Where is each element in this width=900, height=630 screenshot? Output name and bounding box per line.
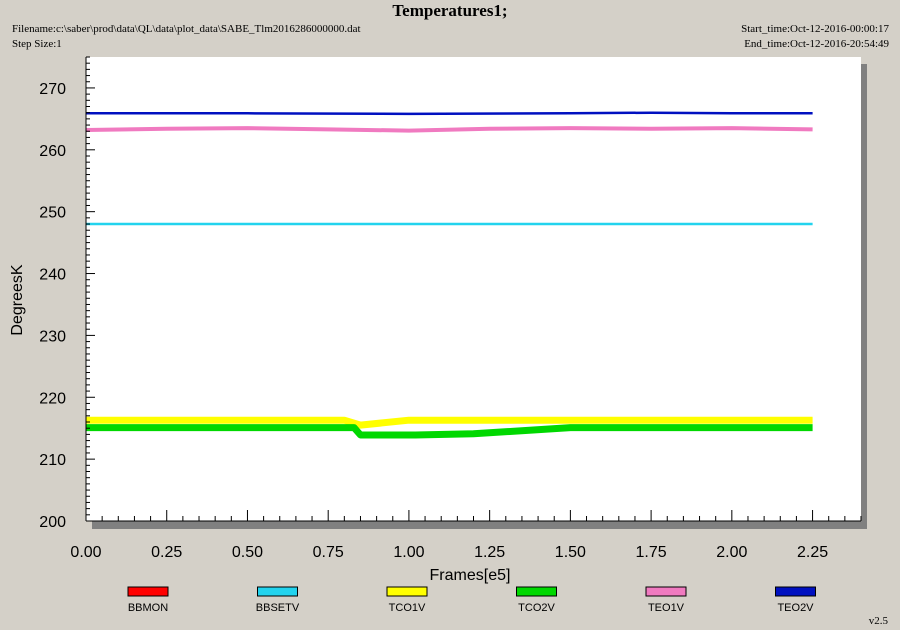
x-axis-title: Frames[e5] xyxy=(430,567,511,584)
y-axis-title: DegreesK xyxy=(9,264,26,335)
y-tick-label: 250 xyxy=(39,205,66,222)
legend-swatch xyxy=(386,586,428,597)
x-tick-label: 2.00 xyxy=(716,544,747,561)
chart-title: Temperatures1; xyxy=(392,1,508,20)
y-tick-label: 220 xyxy=(39,390,66,407)
legend-label: TCO1V xyxy=(389,602,426,614)
x-tick-label: 1.50 xyxy=(555,544,586,561)
series-line-teo2v xyxy=(86,111,813,116)
y-tick-label: 230 xyxy=(39,328,66,345)
filename-text: Filename:c:\saber\prod\data\QL\data\plot… xyxy=(12,23,361,35)
y-tick-label: 270 xyxy=(39,81,66,98)
legend-item-bbsetv: BBSETV xyxy=(256,586,300,614)
y-tick-label: 210 xyxy=(39,452,66,469)
start-time-text: Start_time:Oct-12-2016-00:00:17 xyxy=(741,23,889,35)
x-tick-label: 0.00 xyxy=(70,544,101,561)
legend-swatch xyxy=(645,586,687,597)
step-size-text: Step Size:1 xyxy=(12,38,62,50)
legend-item-teo1v: TEO1V xyxy=(645,586,687,614)
legend: BBMON BBSETV TCO1V TCO2V TEO1V TEO2V xyxy=(127,586,816,614)
legend-swatch xyxy=(127,586,169,597)
y-tick-label: 200 xyxy=(39,514,66,531)
series-line-teo1v xyxy=(85,126,813,133)
series-layer xyxy=(85,111,813,439)
x-tick-label: 1.00 xyxy=(393,544,424,561)
x-tick-label: 2.25 xyxy=(797,544,828,561)
legend-label: TEO1V xyxy=(648,602,685,614)
version-label: v2.5 xyxy=(868,615,888,627)
legend-item-bbmon: BBMON xyxy=(127,586,169,614)
end-time-text: End_time:Oct-12-2016-20:54:49 xyxy=(744,38,889,50)
x-tick-label: 1.75 xyxy=(636,544,667,561)
y-tick-label: 240 xyxy=(39,267,66,284)
legend-label: TCO2V xyxy=(518,602,555,614)
series-line-tco2v xyxy=(86,424,813,439)
legend-label: BBSETV xyxy=(256,602,300,614)
plot-area xyxy=(86,57,861,521)
legend-label: TEO2V xyxy=(777,602,814,614)
series-line-tco1v xyxy=(86,416,813,429)
y-tick-label: 260 xyxy=(39,143,66,160)
legend-swatch xyxy=(775,586,816,597)
axis-layer: 200 210 220 230 240 250 260 270 0.00 0.25 0.50 0.75… xyxy=(39,56,862,561)
legend-swatch xyxy=(257,586,298,597)
legend-label: BBMON xyxy=(128,602,168,614)
legend-item-tco2v: TCO2V xyxy=(516,586,557,614)
x-tick-label: 0.50 xyxy=(232,544,263,561)
x-tick-label: 1.25 xyxy=(474,544,505,561)
legend-item-tco1v: TCO1V xyxy=(386,586,428,614)
x-tick-label: 0.75 xyxy=(313,544,344,561)
legend-swatch xyxy=(516,586,557,597)
x-tick-label: 0.25 xyxy=(151,544,182,561)
legend-item-teo2v: TEO2V xyxy=(775,586,816,614)
